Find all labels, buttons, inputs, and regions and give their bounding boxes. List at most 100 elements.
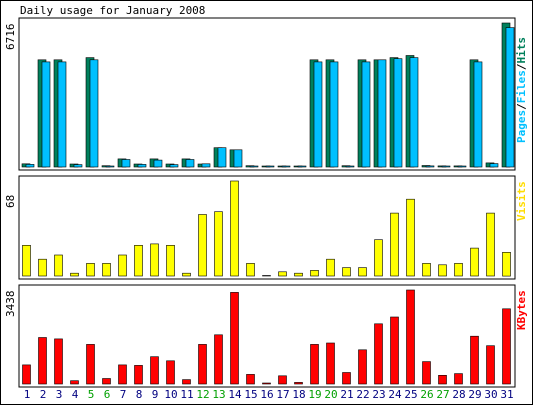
legend-entry-pages: Pages xyxy=(515,110,528,143)
chart-title: Daily usage for January 2008 xyxy=(20,4,205,17)
bar-visits-day-7 xyxy=(118,254,127,277)
bar-visits-day-2 xyxy=(38,258,47,277)
bar-files-day-3 xyxy=(57,61,67,168)
bar-files-day-11 xyxy=(185,159,195,168)
x-tick-label-day-19: 19 xyxy=(308,388,321,401)
bar-kbytes-day-14 xyxy=(230,292,239,385)
x-tick-label-day-22: 22 xyxy=(356,388,369,401)
bar-files-day-25 xyxy=(409,57,419,168)
bar-kbytes-day-30 xyxy=(486,345,495,385)
bar-files-day-5 xyxy=(89,59,99,168)
panel-2-frame xyxy=(18,175,516,280)
x-tick-label-day-23: 23 xyxy=(372,388,385,401)
panel-3-frame xyxy=(18,284,516,388)
bar-visits-day-5 xyxy=(86,263,95,277)
bar-files-day-12 xyxy=(201,163,211,168)
bar-visits-day-30 xyxy=(486,212,495,277)
bar-kbytes-day-10 xyxy=(166,360,175,385)
bar-files-day-26 xyxy=(425,165,435,168)
x-tick-label-day-12: 12 xyxy=(196,388,209,401)
bar-files-day-4 xyxy=(73,164,83,168)
bar-visits-day-16 xyxy=(262,275,271,277)
x-tick-label-day-14: 14 xyxy=(228,388,242,401)
x-tick-label-day-29: 29 xyxy=(468,388,481,401)
bar-kbytes-day-2 xyxy=(38,337,47,385)
bar-kbytes-day-18 xyxy=(294,382,303,385)
bar-kbytes-day-11 xyxy=(182,379,191,385)
bar-files-day-9 xyxy=(153,159,163,168)
x-tick-label-day-21: 21 xyxy=(340,388,353,401)
x-tick-label-day-24: 24 xyxy=(388,388,402,401)
bar-files-day-18 xyxy=(297,165,307,168)
bar-visits-day-25 xyxy=(406,198,415,277)
bar-visits-day-19 xyxy=(310,270,319,277)
bar-visits-day-10 xyxy=(166,245,175,277)
bar-kbytes-day-23 xyxy=(374,323,383,385)
bar-files-day-27 xyxy=(441,165,451,168)
x-tick-label-day-13: 13 xyxy=(212,388,225,401)
bar-visits-day-31 xyxy=(502,252,511,277)
x-tick-label-day-26: 26 xyxy=(420,388,433,401)
bar-kbytes-day-9 xyxy=(150,356,159,385)
bar-visits-day-6 xyxy=(102,263,111,277)
bar-files-day-19 xyxy=(313,61,323,168)
bar-visits-day-18 xyxy=(294,272,303,277)
bar-visits-day-28 xyxy=(454,263,463,277)
bar-visits-day-20 xyxy=(326,258,335,277)
bar-visits-day-9 xyxy=(150,243,159,277)
x-tick-label-day-8: 8 xyxy=(136,388,143,401)
bar-visits-day-13 xyxy=(214,211,223,277)
bar-kbytes-day-28 xyxy=(454,373,463,385)
bar-files-day-30 xyxy=(489,163,499,168)
bar-files-day-13 xyxy=(217,147,227,168)
x-tick-label-day-15: 15 xyxy=(244,388,257,401)
bar-kbytes-day-17 xyxy=(278,375,287,385)
bar-kbytes-day-15 xyxy=(246,374,255,385)
bar-kbytes-day-31 xyxy=(502,308,511,385)
bar-kbytes-day-19 xyxy=(310,344,319,385)
bar-kbytes-day-5 xyxy=(86,344,95,385)
bar-visits-day-1 xyxy=(22,245,31,277)
bar-kbytes-day-22 xyxy=(358,349,367,385)
bar-visits-day-26 xyxy=(422,263,431,277)
x-tick-label-day-6: 6 xyxy=(104,388,111,401)
bar-kbytes-day-25 xyxy=(406,289,415,385)
legend-entry-sep: / xyxy=(515,63,528,70)
x-tick-label-day-16: 16 xyxy=(260,388,273,401)
bar-files-day-21 xyxy=(345,165,355,168)
bar-visits-day-12 xyxy=(198,214,207,277)
bar-files-day-28 xyxy=(457,165,467,168)
bar-kbytes-day-26 xyxy=(422,361,431,385)
legend-entry-sep: / xyxy=(515,103,528,110)
bar-visits-day-3 xyxy=(54,254,63,277)
x-tick-label-day-31: 31 xyxy=(500,388,513,401)
x-tick-label-day-17: 17 xyxy=(276,388,289,401)
x-tick-label-day-10: 10 xyxy=(164,388,177,401)
x-tick-label-day-20: 20 xyxy=(324,388,337,401)
bar-kbytes-day-27 xyxy=(438,374,447,385)
x-tick-label-day-18: 18 xyxy=(292,388,305,401)
bar-files-day-31 xyxy=(505,27,515,168)
bar-kbytes-day-21 xyxy=(342,372,351,385)
bar-files-day-15 xyxy=(249,165,259,168)
legend-entry-hits: Hits xyxy=(515,37,528,64)
bar-kbytes-day-29 xyxy=(470,335,479,385)
panel-2-ymax-label: 68 xyxy=(4,195,17,208)
x-tick-label-day-3: 3 xyxy=(56,388,63,401)
bar-kbytes-day-1 xyxy=(22,364,31,385)
panel-1-ymax-label: 6716 xyxy=(4,24,17,51)
bar-visits-day-11 xyxy=(182,272,191,277)
bar-visits-day-27 xyxy=(438,264,447,277)
bar-kbytes-day-24 xyxy=(390,316,399,385)
bar-files-day-24 xyxy=(393,58,403,168)
bar-visits-day-15 xyxy=(246,263,255,277)
bar-kbytes-day-4 xyxy=(70,380,79,385)
bar-kbytes-day-13 xyxy=(214,334,223,385)
bar-files-day-1 xyxy=(25,164,35,168)
bar-files-day-17 xyxy=(281,165,291,168)
bar-visits-day-22 xyxy=(358,267,367,277)
x-tick-label-day-25: 25 xyxy=(404,388,417,401)
panel-1-legend: Pages/Files/Hits xyxy=(515,37,528,143)
